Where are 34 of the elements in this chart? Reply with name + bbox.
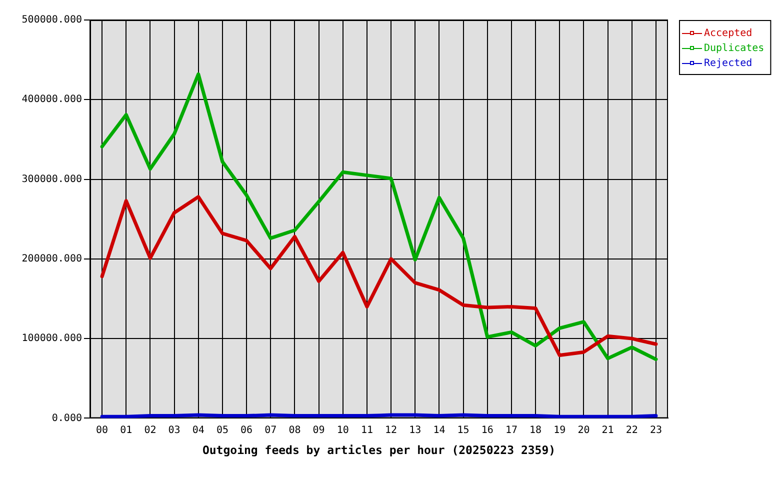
- x-tick-label: 23: [650, 424, 662, 436]
- legend-label: Duplicates: [704, 43, 764, 54]
- x-tick-label: 16: [481, 424, 494, 436]
- x-tick-label: 11: [360, 424, 373, 436]
- x-tick-label: 02: [144, 424, 156, 436]
- x-tick-label: 22: [626, 424, 638, 436]
- x-tick-label: 08: [288, 424, 301, 436]
- x-tick-label: 05: [216, 424, 228, 436]
- y-tick-label: 200000.000: [22, 254, 82, 265]
- x-tick-label: 20: [578, 424, 590, 436]
- x-tick-label: 13: [409, 424, 422, 436]
- x-tick-label: 01: [120, 424, 132, 436]
- x-tick-label: 00: [96, 424, 108, 436]
- y-tick-label: 0.000: [52, 412, 82, 424]
- x-tick-label: 14: [433, 424, 446, 436]
- x-tick-label: 17: [505, 424, 518, 436]
- x-axis-title: Outgoing feeds by articles per hour (20250223 2359): [202, 443, 556, 458]
- x-tick-label: 09: [312, 424, 325, 436]
- x-tick-label: 18: [530, 424, 542, 436]
- x-tick-label: 12: [385, 424, 398, 436]
- legend-label: Accepted: [704, 28, 752, 40]
- legend-label: Rejected: [704, 58, 752, 70]
- y-tick-label: 400000.000: [22, 94, 82, 106]
- x-tick-label: 15: [457, 424, 470, 436]
- y-tick-label: 300000.000: [22, 174, 82, 185]
- x-tick-label: 21: [602, 424, 614, 436]
- x-tick-label: 04: [192, 424, 204, 436]
- x-tick-label: 07: [264, 424, 277, 436]
- x-tick-label: 03: [168, 424, 180, 436]
- x-tick-label: 10: [336, 424, 349, 436]
- y-tick-label: 500000.000: [22, 14, 82, 26]
- x-tick-label: 06: [240, 424, 253, 436]
- y-tick-label: 100000.000: [22, 333, 82, 344]
- x-tick-label: 19: [554, 424, 566, 436]
